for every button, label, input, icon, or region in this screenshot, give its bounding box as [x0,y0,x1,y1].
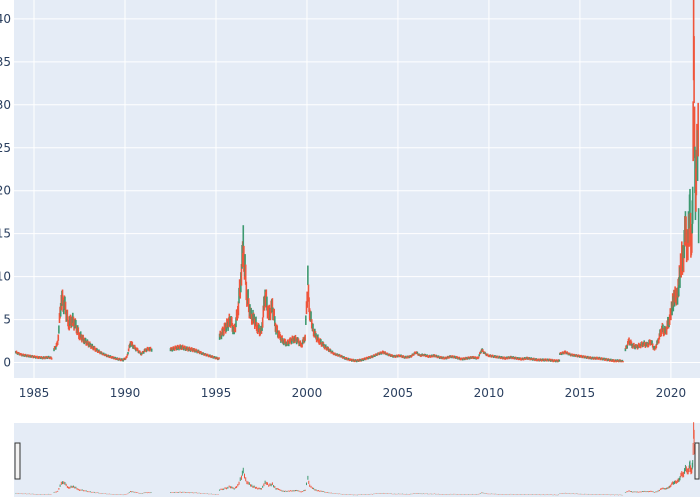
x-axis-ticks: 1985 1990 1995 2000 2005 2010 2015 2020 [19,386,686,400]
y-tick-label: 0 [3,356,11,370]
y-tick-label: 25 [0,141,11,155]
rangeslider-background[interactable] [14,423,700,497]
rangeslider-marks [15,422,700,496]
x-tick-label: 1990 [110,386,141,400]
y-tick-label: 5 [3,313,11,327]
main-plot-marks [15,0,700,363]
rangeslider-right-handle[interactable] [694,442,700,480]
x-tick-label: 2015 [565,386,596,400]
y-tick-label: 15 [0,227,11,241]
y-tick-label: 40 [0,12,11,26]
x-tick-label: 1995 [201,386,232,400]
y-tick-label: 10 [0,270,11,284]
y-axis-ticks: 0 5 10 15 20 25 30 35 40 [0,12,11,370]
x-tick-label: 2020 [656,386,687,400]
main-grid [14,0,700,378]
y-tick-label: 20 [0,184,11,198]
rangeslider-left-handle[interactable] [14,442,21,480]
x-tick-label: 2000 [292,386,323,400]
x-tick-label: 2005 [383,386,414,400]
x-tick-label: 1985 [19,386,50,400]
y-tick-label: 35 [0,55,11,69]
main-plot-background [14,0,700,378]
y-tick-label: 30 [0,98,11,112]
x-tick-label: 2010 [474,386,505,400]
